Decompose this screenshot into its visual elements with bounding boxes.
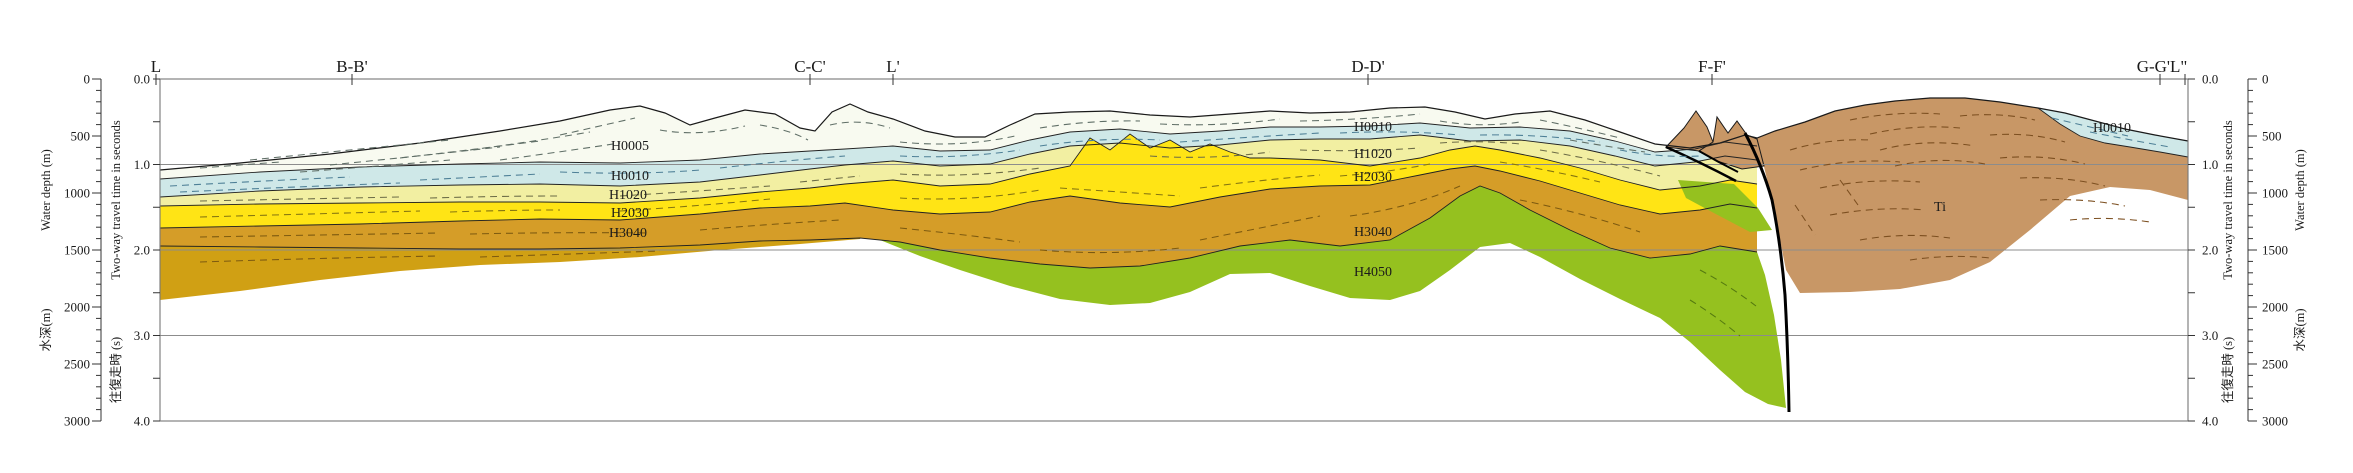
twt-tick-label-left: 0.0 — [134, 72, 150, 87]
depth-tick-label-left: 1000 — [64, 186, 90, 201]
depth-tick-label-left: 500 — [71, 129, 91, 144]
horizon-line-h1020 — [159, 133, 1758, 207]
unit-label-ti: Ti — [1934, 200, 1946, 215]
horizon-label-h4050: H4050 — [1354, 265, 1392, 280]
twt-tick-label-left: 1.0 — [134, 157, 150, 172]
section-marker-L2: L' — [886, 57, 899, 76]
unit-fill-h2030 — [160, 134, 1757, 228]
seafloor-line — [159, 97, 2189, 171]
horizon-line-h2030 — [159, 165, 1758, 229]
unit-fill-h0005 — [160, 104, 1757, 179]
horizon-label-h0005: H0005 — [611, 139, 649, 154]
depth-tick-label-left: 3000 — [64, 414, 90, 429]
right-twt-title-jp: 往復走時 (s) — [2220, 337, 2235, 403]
horizon-label-h0010: H0010 — [611, 169, 649, 184]
green-fault-sliver — [1678, 180, 1772, 232]
unit-fill-h4050 — [875, 186, 1786, 408]
unit-fill-h3040 — [160, 166, 1757, 268]
main-fault-line — [1743, 132, 1791, 413]
left-twt-title-en: Two-way travel time in seconds — [109, 120, 123, 280]
depth-tick-label-right: 1500 — [2262, 243, 2288, 258]
right-twt-title-en: Two-way travel time in seconds — [2221, 120, 2235, 280]
twt-tick-label-left: 3.0 — [134, 328, 150, 343]
twt-tick-label-right: 0.0 — [2202, 72, 2218, 87]
horizon-label-h2030: H2030 — [611, 206, 649, 221]
depth-tick-label-right: 3000 — [2262, 414, 2288, 429]
left-twt-title-jp: 往復走時 (s) — [108, 337, 123, 403]
section-marker-GGL: G-G'L" — [2137, 57, 2188, 76]
unit-fill-h1020 — [160, 134, 1757, 206]
horizon-label-h0010-mid: H0010 — [1354, 120, 1392, 135]
right-depth-title-en: Water depth (m) — [2293, 149, 2307, 231]
twt-tick-label-left: 4.0 — [134, 414, 150, 429]
horizon-label-h1020-mid: H1020 — [1354, 147, 1392, 162]
horizon-line-h0005 — [159, 122, 1758, 180]
depth-tick-label-left: 0 — [84, 72, 91, 87]
unit-fill-ti — [1757, 98, 2188, 293]
section-marker-FF: F-F' — [1698, 57, 1726, 76]
horizon-line-h0010-cap-base — [2037, 107, 2189, 158]
twt-tick-label-right: 4.0 — [2202, 414, 2218, 429]
section-marker-L: L — [151, 57, 161, 76]
thrust-fault-line-b — [1698, 150, 1739, 173]
section-marker-CC: C-C' — [794, 57, 825, 76]
reflector-dashes — [169, 112, 2171, 337]
depth-tick-label-right: 2000 — [2262, 300, 2288, 315]
horizon-label-h3040: H3040 — [609, 226, 647, 241]
right-depth-title-jp: 水深(m) — [2293, 308, 2307, 351]
twt-tick-label-left: 2.0 — [134, 243, 150, 258]
twt-tick-label-right: 2.0 — [2202, 243, 2218, 258]
twt-tick-label-right: 1.0 — [2202, 157, 2218, 172]
depth-tick-label-right: 0 — [2262, 72, 2269, 87]
horizon-label-h0010-right: H0010 — [2093, 121, 2131, 136]
left-depth-title-jp: 水深(m) — [39, 308, 53, 351]
depth-tick-label-left: 2500 — [64, 357, 90, 372]
horizon-label-h1020: H1020 — [609, 188, 647, 203]
figure-labels: L B-B' C-C' L' D-D' F-F' G-G'L" H0005 H0… — [39, 57, 2307, 403]
twt-tick-label-right: 3.0 — [2202, 328, 2218, 343]
section-marker-BB: B-B' — [336, 57, 367, 76]
thrust-fault-line-a — [1665, 145, 1737, 183]
depth-tick-label-right: 500 — [2262, 129, 2282, 144]
horizon-line-h3040-base — [159, 185, 1758, 269]
depth-tick-label-right: 2500 — [2262, 357, 2288, 372]
section-marker-DD: D-D' — [1351, 57, 1384, 76]
unit-fill-deep-gold — [160, 238, 860, 300]
horizon-label-h2030-mid: H2030 — [1354, 170, 1392, 185]
depth-tick-label-left: 2000 — [64, 300, 90, 315]
depth-tick-label-left: 1500 — [64, 243, 90, 258]
horizon-label-h3040-mid: H3040 — [1354, 225, 1392, 240]
depth-tick-label-right: 1000 — [2262, 186, 2288, 201]
left-depth-title-en: Water depth (m) — [39, 149, 53, 231]
geology-layers: 0.0 0.0 1.0 1.0 2.0 2.0 3.0 3.0 4.0 4.0 0 0 500 500 10… — [64, 72, 2288, 429]
unit-fill-h0010 — [160, 123, 1757, 197]
horizon-line-h0010 — [159, 134, 1758, 198]
